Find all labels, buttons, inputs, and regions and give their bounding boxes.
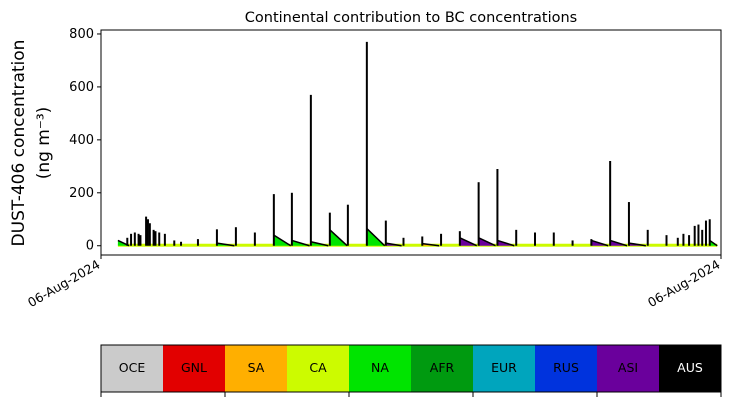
area-outline	[478, 237, 496, 247]
legend-swatch-sa	[225, 345, 288, 392]
legend-label-afr: AFR	[430, 360, 455, 375]
legend-frame	[100, 344, 722, 393]
y-tick-label: 400	[69, 133, 94, 148]
area-outline	[366, 227, 386, 247]
legend-label-gnl: GNL	[181, 360, 207, 375]
area-outline	[609, 239, 628, 247]
y-tick-label: 600	[69, 80, 94, 95]
legend-label-asi: ASI	[618, 360, 638, 375]
area-outline	[709, 239, 718, 247]
legend-swatch-aus	[659, 345, 722, 392]
area-outline	[628, 242, 646, 247]
legend-label-eur: EUR	[491, 360, 517, 375]
legend-swatch-rus	[535, 345, 598, 392]
area-outline	[459, 237, 478, 247]
plot-frame	[100, 29, 722, 256]
x-tick-label: 06-Aug-2024	[25, 257, 103, 310]
legend-swatch-eur	[473, 345, 536, 392]
legend-label-oce: OCE	[119, 360, 146, 375]
area-outline	[329, 229, 348, 247]
legend-label-aus: AUS	[677, 360, 703, 375]
legend-swatch-na	[349, 345, 412, 392]
legend-swatch-ca	[287, 345, 350, 392]
legend-label-ca: CA	[309, 360, 327, 375]
y-tick-label: 800	[69, 27, 94, 42]
legend-label-sa: SA	[248, 360, 265, 375]
legend-swatch-asi	[597, 345, 660, 392]
baseline-band	[117, 243, 718, 247]
chart-title: Continental contribution to BC concentra…	[245, 10, 577, 26]
legend-label-na: NA	[371, 360, 389, 375]
region-colorbar: OCE GNL SA CA NA AFR EUR RUS ASI AUS	[100, 344, 722, 397]
area-outline	[273, 234, 292, 247]
area-outline	[291, 239, 310, 247]
x-tick-label: 06-Aug-2024	[645, 257, 723, 310]
y-axis-label: DUST-406 concentration	[9, 40, 29, 247]
y-tick-label: 200	[69, 186, 94, 201]
legend-swatch-gnl	[163, 345, 226, 392]
area-outline	[591, 239, 609, 247]
y-axis-unit: (ng m⁻³)	[34, 107, 54, 180]
area-outline	[422, 242, 440, 247]
legend-swatch-afr	[411, 345, 474, 392]
legend-label-rus: RUS	[553, 360, 579, 375]
area-outline	[310, 241, 329, 247]
legend-swatch-oce	[101, 345, 164, 392]
area-outline	[385, 242, 402, 247]
area-outline	[216, 242, 235, 247]
plot-area: 0 200 400 600 800 06-Aug-2024 06-Aug-2024	[25, 27, 723, 310]
y-tick-label: 0	[86, 239, 94, 254]
area-outline	[497, 239, 515, 247]
